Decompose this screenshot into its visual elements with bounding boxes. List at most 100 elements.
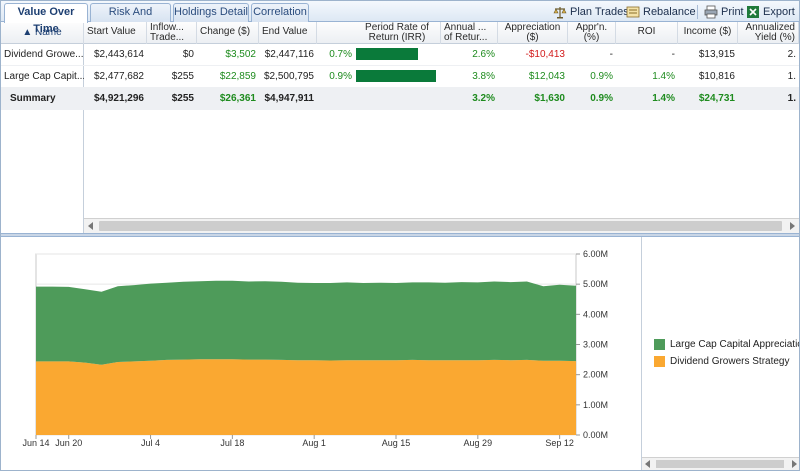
cell-end-value: $4,947,911 bbox=[264, 93, 315, 104]
excel-icon bbox=[747, 6, 759, 18]
cell-income: $10,816 bbox=[698, 71, 735, 82]
grid-horizontal-scrollbar[interactable] bbox=[84, 218, 799, 233]
x-tick-label: Sep 12 bbox=[545, 438, 574, 448]
cell-annual-return: 3.2% bbox=[472, 93, 495, 104]
summary-row[interactable]: $4,921,296 $255 $26,361 $4,947,911 3.2% … bbox=[84, 88, 799, 110]
name-header-bar: ▲ Name bbox=[1, 22, 84, 44]
toolbar-divider bbox=[697, 5, 698, 19]
cell-change: $26,361 bbox=[219, 93, 256, 104]
column-header-annualized-yield[interactable]: Annualized Yield (%) bbox=[738, 22, 799, 44]
scroll-left-arrow-icon[interactable] bbox=[88, 222, 93, 230]
column-header-annual-return[interactable]: Annual ... of Retur... bbox=[441, 22, 498, 44]
scroll-right-arrow-icon[interactable] bbox=[790, 222, 795, 230]
cell-start-value: $2,477,682 bbox=[93, 71, 144, 82]
row-name: Large Cap Capit... bbox=[4, 71, 84, 82]
legend-horizontal-scrollbar[interactable] bbox=[642, 457, 799, 470]
print-button[interactable]: Print bbox=[704, 4, 744, 20]
cell-irr: 0.9% bbox=[329, 71, 352, 82]
chart-pane: 0.00M 1.00M 2.00M 3.00M 4.00M 5.00M 6.00M Jun 1… bbox=[1, 237, 641, 470]
cell-roi: 1.4% bbox=[652, 93, 675, 104]
tab-risk-and-reward[interactable]: Risk And Reward bbox=[90, 3, 171, 35]
x-tick-label: Aug 1 bbox=[302, 438, 326, 448]
plan-trades-button[interactable]: Plan Trades bbox=[553, 4, 629, 20]
cell-annualized-yield: 1. bbox=[787, 71, 796, 82]
cell-inflow: $255 bbox=[171, 71, 194, 82]
cell-annual-return: 2.6% bbox=[472, 49, 495, 60]
legend-item[interactable]: Dividend Growers Strategy bbox=[654, 354, 790, 368]
column-header-roi[interactable]: ROI bbox=[616, 22, 678, 44]
legend-item[interactable]: Large Cap Capital Appreciation bbox=[654, 337, 799, 351]
column-header-income[interactable]: Income ($) bbox=[678, 22, 738, 44]
cell-income: $24,731 bbox=[698, 93, 735, 104]
column-header-irr[interactable]: Period Rate of Return (IRR) bbox=[317, 22, 441, 44]
cell-change: $22,859 bbox=[219, 71, 256, 82]
y-tick-label: 3.00M bbox=[583, 340, 608, 350]
y-tick-label: 5.00M bbox=[583, 279, 608, 289]
cell-appreciation: -$10,413 bbox=[525, 49, 565, 60]
y-tick-label: 6.00M bbox=[583, 249, 608, 259]
printer-icon bbox=[704, 5, 718, 19]
scrollbar-thumb[interactable] bbox=[99, 221, 782, 231]
cell-irr: 0.7% bbox=[329, 49, 352, 60]
column-header-start-value[interactable]: Start Value bbox=[84, 22, 147, 44]
cell-start-value: $4,921,296 bbox=[93, 93, 144, 104]
x-tick-label: Aug 15 bbox=[382, 438, 411, 448]
x-tick-label: Aug 29 bbox=[464, 438, 493, 448]
table-row[interactable]: $2,443,614 $0 $3,502 $2,447,116 0.7% 2.6… bbox=[84, 44, 799, 66]
frozen-name-column: ▲ Name Dividend Growe... Large Cap Capit… bbox=[1, 22, 84, 233]
column-header-inflow[interactable]: Inflow... Trade... bbox=[147, 22, 197, 44]
tab-holdings-detail[interactable]: Holdings Detail bbox=[173, 3, 249, 22]
name-column-header[interactable]: ▲ Name bbox=[1, 22, 84, 44]
area-series bbox=[36, 280, 576, 365]
export-label: Export bbox=[763, 6, 795, 18]
cell-appreciation: $12,043 bbox=[528, 71, 565, 82]
legend-swatch bbox=[654, 338, 665, 350]
tab-correlation[interactable]: Correlation bbox=[251, 3, 309, 22]
chart-legend: Large Cap Capital Appreciation Dividend … bbox=[641, 237, 799, 470]
irr-bar bbox=[356, 48, 418, 60]
summary-row[interactable]: Summary bbox=[1, 88, 84, 110]
table-row[interactable]: $2,477,682 $255 $22,859 $2,500,795 0.9% … bbox=[84, 66, 799, 88]
value-over-time-chart: 0.00M 1.00M 2.00M 3.00M 4.00M 5.00M 6.00M Jun 1… bbox=[22, 249, 608, 448]
holdings-grid: ▲ Name Dividend Growe... Large Cap Capit… bbox=[1, 22, 799, 233]
export-button[interactable]: Export bbox=[746, 4, 795, 20]
scales-icon bbox=[553, 7, 567, 19]
rebalance-button[interactable]: Rebalance bbox=[626, 4, 696, 20]
scroll-right-arrow-icon[interactable] bbox=[792, 460, 797, 468]
scrollbar-thumb[interactable] bbox=[656, 460, 784, 468]
cell-start-value: $2,443,614 bbox=[93, 49, 144, 60]
column-header-change[interactable]: Change ($) bbox=[197, 22, 259, 44]
x-tick-label: Jun 20 bbox=[55, 438, 82, 448]
cell-end-value: $2,447,116 bbox=[264, 49, 314, 60]
row-name: Summary bbox=[10, 93, 56, 104]
y-tick-label: 2.00M bbox=[583, 370, 608, 380]
y-tick-label: 4.00M bbox=[583, 309, 608, 319]
pane-splitter[interactable] bbox=[1, 233, 799, 237]
cell-appreciation-pct: - bbox=[609, 49, 613, 60]
plan-trades-label: Plan Trades bbox=[570, 6, 629, 18]
cell-appreciation-pct: 0.9% bbox=[590, 71, 613, 82]
column-header-appreciation[interactable]: Appreciation ($) bbox=[498, 22, 568, 44]
cell-appreciation-pct: 0.9% bbox=[590, 93, 613, 104]
print-label: Print bbox=[721, 6, 744, 18]
cell-inflow: $0 bbox=[182, 49, 194, 60]
y-tick-label: 0.00M bbox=[583, 430, 608, 440]
table-row[interactable]: Dividend Growe... bbox=[1, 44, 84, 66]
row-name: Dividend Growe... bbox=[4, 49, 84, 60]
column-header-bar: Start Value Inflow... Trade... Change ($… bbox=[84, 22, 799, 44]
cell-irr bbox=[317, 88, 355, 109]
column-header-appreciation-pct[interactable]: Appr'n. (%) bbox=[568, 22, 616, 44]
x-tick-label: Jul 18 bbox=[220, 438, 244, 448]
table-row[interactable]: Large Cap Capit... bbox=[1, 66, 84, 88]
cell-roi: 1.4% bbox=[652, 71, 675, 82]
toolbar: Value Over Time Risk And Reward Holdings… bbox=[1, 1, 799, 35]
tab-value-over-time[interactable]: Value Over Time bbox=[4, 3, 88, 35]
column-header-end-value[interactable]: End Value bbox=[259, 22, 317, 44]
area-series bbox=[36, 359, 576, 435]
legend-swatch bbox=[654, 355, 665, 367]
y-tick-label: 1.00M bbox=[583, 400, 608, 410]
rebalance-icon bbox=[626, 6, 640, 18]
cell-income: $13,915 bbox=[698, 49, 735, 60]
scroll-left-arrow-icon[interactable] bbox=[645, 460, 650, 468]
